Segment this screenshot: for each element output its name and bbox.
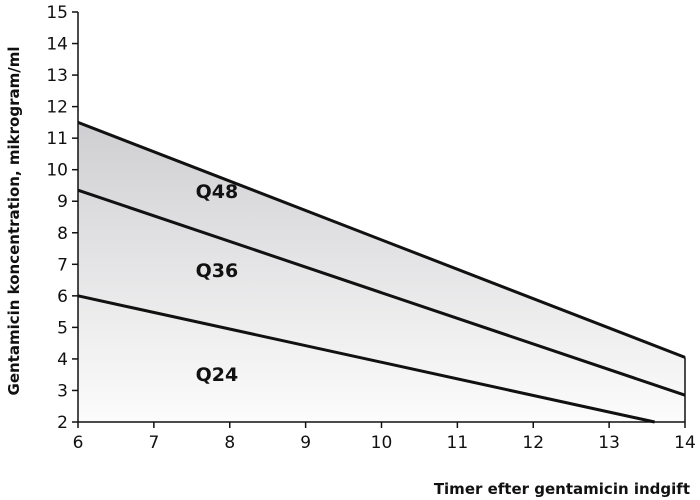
x-tick-label: 11: [447, 433, 469, 453]
boundary-line-3: [77, 294, 655, 424]
y-tick-label: 13: [46, 66, 68, 86]
y-tick-label: 2: [57, 413, 68, 433]
y-tick-label: 11: [46, 129, 68, 149]
x-tick-label: 7: [148, 433, 159, 453]
zone-label-q24: Q24: [196, 364, 239, 386]
zone-label-q48: Q48: [196, 181, 239, 203]
x-tick-label: 14: [674, 433, 696, 453]
y-tick-label: 10: [46, 161, 68, 181]
y-tick-label: 7: [57, 255, 68, 275]
x-axis-title: Timer efter gentamicin indgift: [434, 480, 690, 498]
shaded-region: [78, 122, 685, 422]
y-axis-title: Gentamicin koncentration, mikrogram/ml: [5, 47, 23, 396]
x-tick-label: 10: [371, 433, 393, 453]
y-tick-label: 6: [57, 287, 68, 307]
boundary-line-2: [77, 188, 686, 397]
zone-label-q36: Q36: [196, 260, 239, 282]
x-tick-label: 9: [300, 433, 311, 453]
x-tick-label: 6: [73, 433, 84, 453]
y-tick-label: 12: [46, 98, 68, 118]
boundary-line-1: [77, 120, 686, 359]
x-tick-label: 13: [598, 433, 620, 453]
y-tick-label: 15: [46, 3, 68, 23]
y-tick-label: 3: [57, 381, 68, 401]
y-tick-label: 5: [57, 318, 68, 338]
y-tick-label: 14: [46, 35, 68, 55]
y-tick-label: 9: [57, 192, 68, 212]
y-tick-label: 8: [57, 224, 68, 244]
y-tick-label: 4: [57, 350, 68, 370]
x-tick-label: 8: [224, 433, 235, 453]
x-tick-label: 12: [522, 433, 544, 453]
